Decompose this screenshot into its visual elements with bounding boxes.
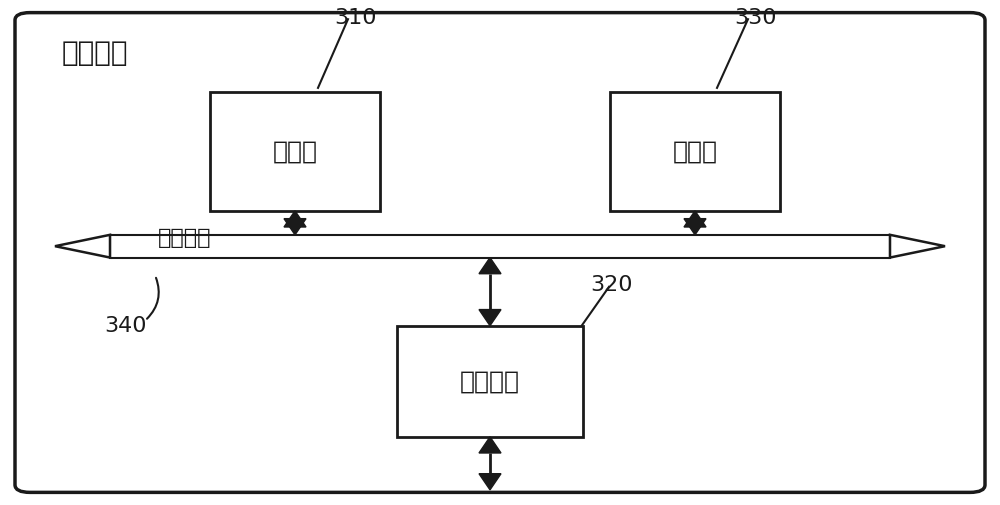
Bar xyxy=(210,92,380,211)
Bar xyxy=(610,92,780,211)
Polygon shape xyxy=(684,211,706,227)
FancyBboxPatch shape xyxy=(15,13,985,492)
Bar xyxy=(110,235,890,258)
Text: 340: 340 xyxy=(104,316,146,336)
Polygon shape xyxy=(479,258,501,274)
Text: 存储器: 存储器 xyxy=(672,139,718,164)
Polygon shape xyxy=(55,235,110,258)
Polygon shape xyxy=(479,474,501,490)
Polygon shape xyxy=(479,437,501,453)
Bar xyxy=(397,326,582,437)
Text: 330: 330 xyxy=(734,8,776,28)
Polygon shape xyxy=(284,211,306,227)
Polygon shape xyxy=(479,310,501,326)
Text: 处理器: 处理器 xyxy=(272,139,318,164)
Text: 电子设备: 电子设备 xyxy=(62,39,128,67)
Text: 320: 320 xyxy=(591,275,633,295)
Text: 310: 310 xyxy=(334,8,376,28)
Text: 通信总线: 通信总线 xyxy=(158,228,212,248)
Text: 通信接口: 通信接口 xyxy=(460,369,520,393)
Polygon shape xyxy=(284,219,306,235)
Polygon shape xyxy=(890,235,945,258)
Polygon shape xyxy=(684,219,706,235)
